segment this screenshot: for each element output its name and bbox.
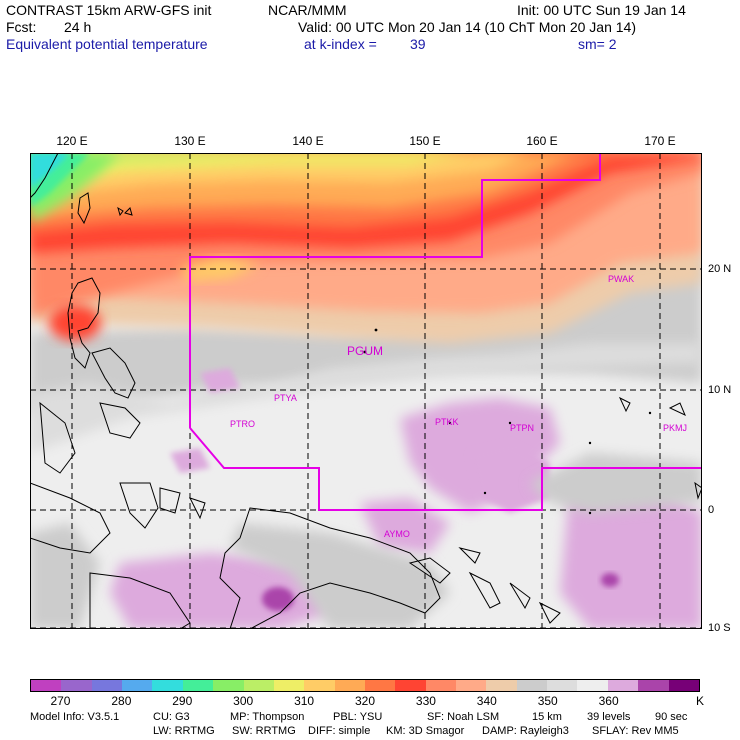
colorbar-swatch	[607, 680, 639, 691]
footer-pbl: PBL: YSU	[333, 711, 383, 723]
colorbar-swatch	[31, 680, 62, 691]
station-pgum: PGUM	[347, 344, 383, 358]
colorbar-tick-label: 280	[111, 694, 132, 708]
field-name: Equivalent potential temperature	[6, 36, 208, 52]
footer-lw: LW: RRTMG	[153, 725, 215, 737]
model-title: CONTRAST 15km ARW-GFS init	[6, 2, 212, 18]
footer-levels: 39 levels	[587, 711, 631, 723]
colorbar-swatch	[152, 680, 183, 691]
island-dots	[363, 328, 652, 515]
colorbar-swatch	[638, 680, 669, 691]
colorbar-swatch	[91, 680, 123, 691]
colorbar-unit-label: K	[695, 694, 705, 708]
colorbar-swatch	[122, 680, 153, 691]
coastlines	[30, 153, 702, 629]
colorbar-tick-label: 340	[476, 694, 497, 708]
lon-label-160e: 160 E	[526, 134, 558, 148]
colorbar-swatch	[486, 680, 517, 691]
forecast-label: Fcst:	[6, 19, 37, 35]
colorbar-swatch	[304, 680, 335, 691]
colorbar-tick-label: 320	[354, 694, 376, 708]
colorbar-tick-label: 270	[50, 694, 71, 708]
colorbar-tick-label: 290	[172, 694, 193, 708]
map-border	[30, 153, 702, 629]
lat-label-10n: 10 N	[708, 384, 732, 396]
footer-sflay: SFLAY: Rev MM5	[592, 725, 679, 737]
region-boundary	[189, 153, 702, 511]
colorbar-tick-label: 310	[294, 694, 315, 708]
colorbar-swatch	[213, 680, 244, 691]
colorbar-swatch	[425, 680, 457, 691]
footer-model-info: Model Info: V3.5.1	[30, 711, 120, 723]
colorbar-swatch	[334, 680, 365, 691]
footer-resolution: 15 km	[532, 711, 562, 723]
lon-label-150e: 150 E	[409, 134, 441, 148]
footer-diff: DIFF: simple	[308, 725, 371, 737]
forecast-hour: 24 h	[64, 19, 92, 35]
lat-label-20n: 20 N	[708, 263, 732, 275]
station-ptpn: PTPN	[510, 423, 534, 433]
station-labels: PWAK PGUM PTYA PTRO PTKK PTPN PKMJ AYMO	[230, 274, 687, 539]
colorbar-swatch	[364, 680, 396, 691]
colorbar-swatch	[273, 680, 305, 691]
colorbar-swatch	[395, 680, 426, 691]
station-pwak: PWAK	[608, 274, 634, 284]
lat-label-equator: 0	[708, 504, 715, 516]
lon-label-140e: 140 E	[292, 134, 324, 148]
level-label: at k-index =	[304, 36, 377, 52]
init-time: Init: 00 UTC Sun 19 Jan 14	[517, 2, 686, 18]
valid-time: Valid: 00 UTC Mon 20 Jan 14 (10 ChT Mon …	[298, 19, 636, 35]
smoothing-label: sm= 2	[578, 36, 617, 52]
colorbar-tick-label: 360	[598, 694, 619, 708]
colorbar-tick-label: 300	[233, 694, 254, 708]
colorbar-swatch	[61, 680, 92, 691]
theta-e-map: PWAK PGUM PTYA PTRO PTKK PTPN PKMJ AYMO	[30, 153, 702, 629]
lon-label-120e: 120 E	[56, 134, 88, 148]
colorbar-swatch	[182, 680, 214, 691]
colorbar-swatch	[516, 680, 548, 691]
colorbar-tick-label: 350	[537, 694, 558, 708]
station-ptro: PTRO	[230, 419, 255, 429]
footer-timestep: 90 sec	[655, 711, 688, 723]
colorbar	[30, 679, 700, 692]
footer-damp: DAMP: Rayleigh3	[482, 725, 569, 737]
colorbar-swatch	[547, 680, 578, 691]
station-ptya: PTYA	[274, 393, 297, 403]
org-label: NCAR/MMM	[268, 2, 347, 18]
footer-sw: SW: RRTMG	[232, 725, 296, 737]
footer-km: KM: 3D Smagor	[386, 725, 465, 737]
theta-e-field	[30, 153, 702, 629]
lon-label-130e: 130 E	[174, 134, 206, 148]
station-aymo: AYMO	[384, 529, 410, 539]
k-index-value: 39	[410, 36, 426, 52]
colorbar-swatch	[243, 680, 274, 691]
colorbar-swatch	[456, 680, 487, 691]
lat-label-10s: 10 S	[708, 622, 731, 634]
lon-label-170e: 170 E	[644, 134, 676, 148]
colorbar-swatch	[577, 680, 608, 691]
footer-mp: MP: Thompson	[230, 711, 305, 723]
footer-cu: CU: G3	[153, 711, 190, 723]
station-ptkk: PTKK	[435, 417, 459, 427]
colorbar-tick-label: 330	[415, 694, 436, 708]
footer-sf: SF: Noah LSM	[427, 711, 500, 723]
station-pkmj: PKMJ	[663, 423, 687, 433]
colorbar-swatch	[668, 680, 699, 691]
